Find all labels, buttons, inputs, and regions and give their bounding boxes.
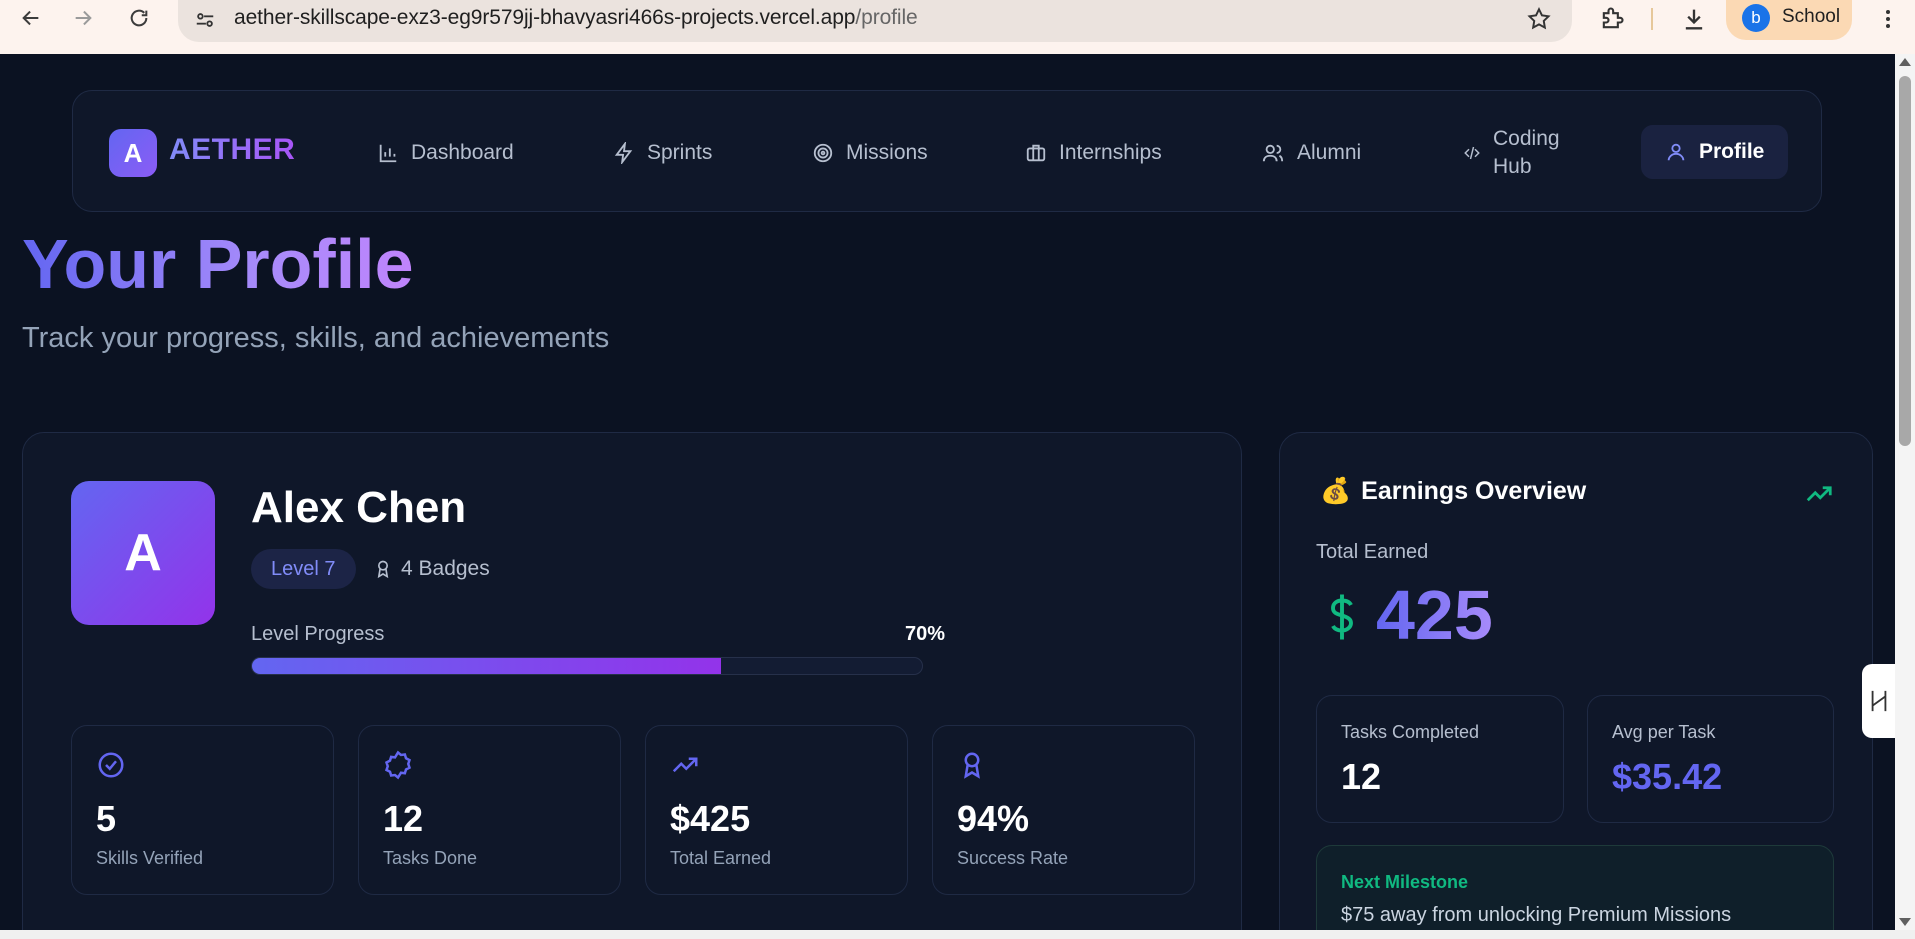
nav-item-alumni[interactable]: Alumni [1261,131,1361,175]
nav-label: Missions [846,141,928,164]
total-earned-label: Total Earned [1316,541,1429,563]
nav-label: Alumni [1297,141,1362,164]
scroll-up-arrow[interactable] [1899,58,1911,66]
nav-item-sprints[interactable]: Sprints [613,131,712,175]
address-bar[interactable]: aether-skillscape-exz3-eg9r579jj-bhavyas… [178,0,1572,42]
forward-icon[interactable] [70,5,96,31]
code-icon [1464,146,1480,160]
toolbar-divider [1651,8,1653,30]
nav-label: Profile [1699,140,1765,163]
stat-card-earned: $425 Total Earned [645,725,908,895]
total-earned-amount: 425 [1376,576,1493,654]
level-progress-label: Level Progress [251,623,385,645]
profile-name: School [1782,6,1841,27]
user-icon [1667,143,1685,161]
earnings-card: 💰 Earnings Overview Total Earned 425 Tas… [1279,432,1873,930]
badge-icon [383,750,413,785]
vertical-scrollbar[interactable] [1895,54,1915,930]
scrollbar-thumb[interactable] [1899,76,1911,446]
nav-item-missions[interactable]: Missions [812,131,928,175]
briefcase-icon [1026,144,1046,162]
nav-label-line2: Hub [1493,155,1532,178]
avg-per-task-card: Avg per Task $35.42 [1587,695,1834,823]
avg-per-task-label: Avg per Task [1612,722,1716,742]
nav-item-profile[interactable]: Profile [1641,125,1789,179]
level-badge: Level 7 [251,549,356,589]
bookmark-star-icon[interactable] [1526,6,1552,37]
horizontal-scroll-track [0,930,1915,939]
dollar-icon [1324,591,1360,648]
nav-label: Dashboard [411,141,514,164]
next-milestone-card: Next Milestone $75 away from unlocking P… [1316,845,1834,930]
profile-card: A Alex Chen Level 7 4 Badges Level Progr… [22,432,1242,930]
page-title: Your Profile [22,225,414,303]
badges-count: 4 Badges [373,551,490,587]
stat-label: Total Earned [670,848,772,868]
target-icon [813,143,833,163]
logo-text[interactable]: AETHER [169,133,296,166]
back-icon[interactable] [18,5,44,31]
stat-label: Success Rate [957,848,1069,868]
browser-toolbar: aether-skillscape-exz3-eg9r579jj-bhavyas… [0,0,1915,54]
milestone-text: $75 away from unlocking Premium Missions [1341,904,1732,926]
url-text[interactable]: aether-skillscape-exz3-eg9r579jj-bhavyas… [234,6,918,29]
nav-label: Internships [1059,141,1162,164]
reload-icon[interactable] [126,5,152,31]
tasks-completed-value: 12 [1341,756,1382,797]
nav-item-coding-hub[interactable]: Coding Hub [1463,127,1560,178]
stat-card-success: 94% Success Rate [932,725,1195,895]
avatar: A [71,481,215,625]
users-icon [1262,144,1284,162]
extensions-icon[interactable] [1598,5,1626,38]
browser-profile-button[interactable]: b School [1726,0,1852,40]
stat-card-tasks: 12 Tasks Done [358,725,621,895]
scroll-down-arrow[interactable] [1899,918,1911,926]
check-circle-icon [96,750,126,785]
tasks-completed-card: Tasks Completed 12 [1316,695,1564,823]
stat-label: Tasks Done [383,848,478,868]
top-navbar: A AETHER Dashboard Sprints Missions Inte… [72,90,1822,212]
nav-label: Sprints [647,141,713,164]
download-icon[interactable] [1680,5,1708,38]
tasks-completed-label: Tasks Completed [1341,722,1480,742]
nav-item-internships[interactable]: Internships [1025,131,1162,175]
user-name: Alex Chen [251,483,467,532]
level-progress-bar [251,657,923,675]
site-settings-icon[interactable] [192,7,218,33]
more-menu-icon[interactable] [1876,5,1900,38]
stat-value: 5 [96,798,117,839]
trending-up-icon [1804,479,1834,514]
level-progress-percent: 70% [904,623,945,645]
logo-mark[interactable]: A [109,129,157,177]
stat-value: $425 [670,798,751,839]
side-panel-tab[interactable] [1862,664,1896,738]
award-icon [957,750,987,785]
award-icon [377,560,389,579]
page-subtitle: Track your progress, skills, and achieve… [22,322,610,354]
level-progress-fill [252,658,721,674]
nav-label-line1: Coding [1493,127,1560,150]
trending-up-icon [670,750,700,785]
earnings-title: 💰 Earnings Overview [1320,477,1586,506]
pencil-icon [1871,690,1887,712]
bar-chart-icon [379,144,397,163]
nav-item-dashboard[interactable]: Dashboard [377,131,514,175]
money-bag-icon: 💰 [1320,477,1352,505]
badges-label: 4 Badges [401,557,490,580]
stat-label: Skills Verified [96,848,204,868]
stat-value: 94% [957,798,1030,839]
avg-per-task-value: $35.42 [1612,756,1723,797]
profile-avatar: b [1742,4,1770,32]
stat-card-skills: 5 Skills Verified [71,725,334,895]
milestone-heading: Next Milestone [1341,872,1469,892]
page-content: A AETHER Dashboard Sprints Missions Inte… [0,54,1895,930]
earnings-title-text: Earnings Overview [1361,477,1587,505]
stat-value: 12 [383,798,424,839]
lightning-icon [614,142,633,164]
